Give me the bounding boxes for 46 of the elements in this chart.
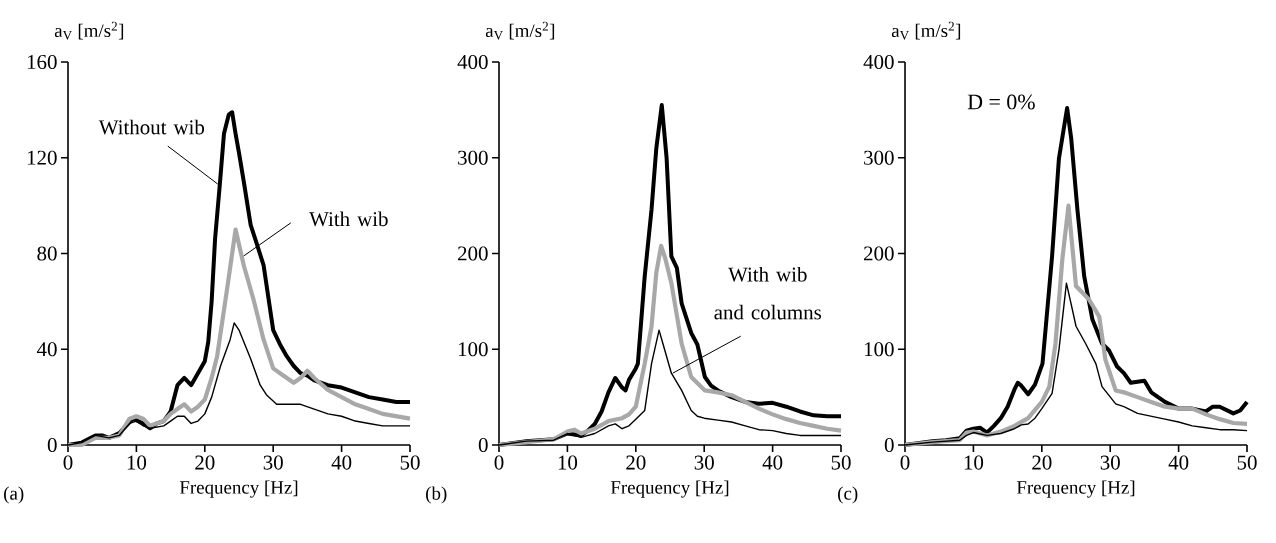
x-tick-label: 50 xyxy=(400,455,420,470)
y-tick-label: 0 xyxy=(884,437,894,453)
x-tick-label: 20 xyxy=(1032,455,1052,470)
y-tick-label: 200 xyxy=(864,246,894,261)
y-tick-label: 0 xyxy=(47,437,57,453)
x-tick-label: 20 xyxy=(626,455,646,470)
annotation: With wib xyxy=(309,211,388,227)
y-tick-label: 300 xyxy=(864,150,894,165)
y-tick-label: 400 xyxy=(457,54,488,70)
text: (c) xyxy=(838,486,858,504)
y-tick-label: 160 xyxy=(27,54,57,70)
y-tick-label: 80 xyxy=(37,246,57,261)
x-tick-label: 10 xyxy=(127,455,147,470)
x-axis-title: Frequency [Hz] xyxy=(1016,480,1135,498)
y-axis-title: a$_{V}$ [m/s$^{2}$] xyxy=(485,21,555,40)
x-tick-label: 0 xyxy=(900,455,910,470)
x-axis-title: Frequency [Hz] xyxy=(610,480,729,498)
annotation: Without wib xyxy=(98,119,205,135)
x-tick-label: 30 xyxy=(1100,455,1120,470)
x-tick-label: 20 xyxy=(195,455,215,470)
annotation: D = 0% xyxy=(967,94,1035,110)
annotation: With wib and columns xyxy=(714,266,822,320)
x-tick-label: 10 xyxy=(964,455,984,470)
y-tick-label: 400 xyxy=(863,54,894,70)
y-axis-title: a$_{V}$ [m/s$^{2}$] xyxy=(891,21,961,40)
x-tick-label: 0 xyxy=(494,455,504,470)
x-tick-label: 50 xyxy=(1237,455,1257,470)
x-tick-label: 50 xyxy=(831,455,851,470)
y-tick-label: 100 xyxy=(458,342,488,357)
x-tick-label: 30 xyxy=(263,455,283,470)
x-tick-label: 0 xyxy=(63,455,73,470)
x-tick-label: 40 xyxy=(762,455,783,470)
x-tick-label: 10 xyxy=(558,455,578,470)
x-axis-title: Frequency [Hz] xyxy=(179,480,298,498)
x-tick-label: 40 xyxy=(331,455,352,470)
y-axis-title: a$_{V}$ [m/s$^{2}$] xyxy=(54,21,124,40)
text: (a) xyxy=(4,486,24,504)
y-tick-label: 200 xyxy=(458,246,488,261)
y-tick-label: 120 xyxy=(27,150,57,165)
y-tick-label: 300 xyxy=(458,150,488,165)
y-tick-label: 0 xyxy=(478,437,488,453)
y-tick-label: 40 xyxy=(36,342,57,357)
text: (b) xyxy=(426,486,447,504)
x-tick-label: 30 xyxy=(694,455,714,470)
y-tick-label: 100 xyxy=(864,342,894,357)
x-tick-label: 40 xyxy=(1168,455,1189,470)
